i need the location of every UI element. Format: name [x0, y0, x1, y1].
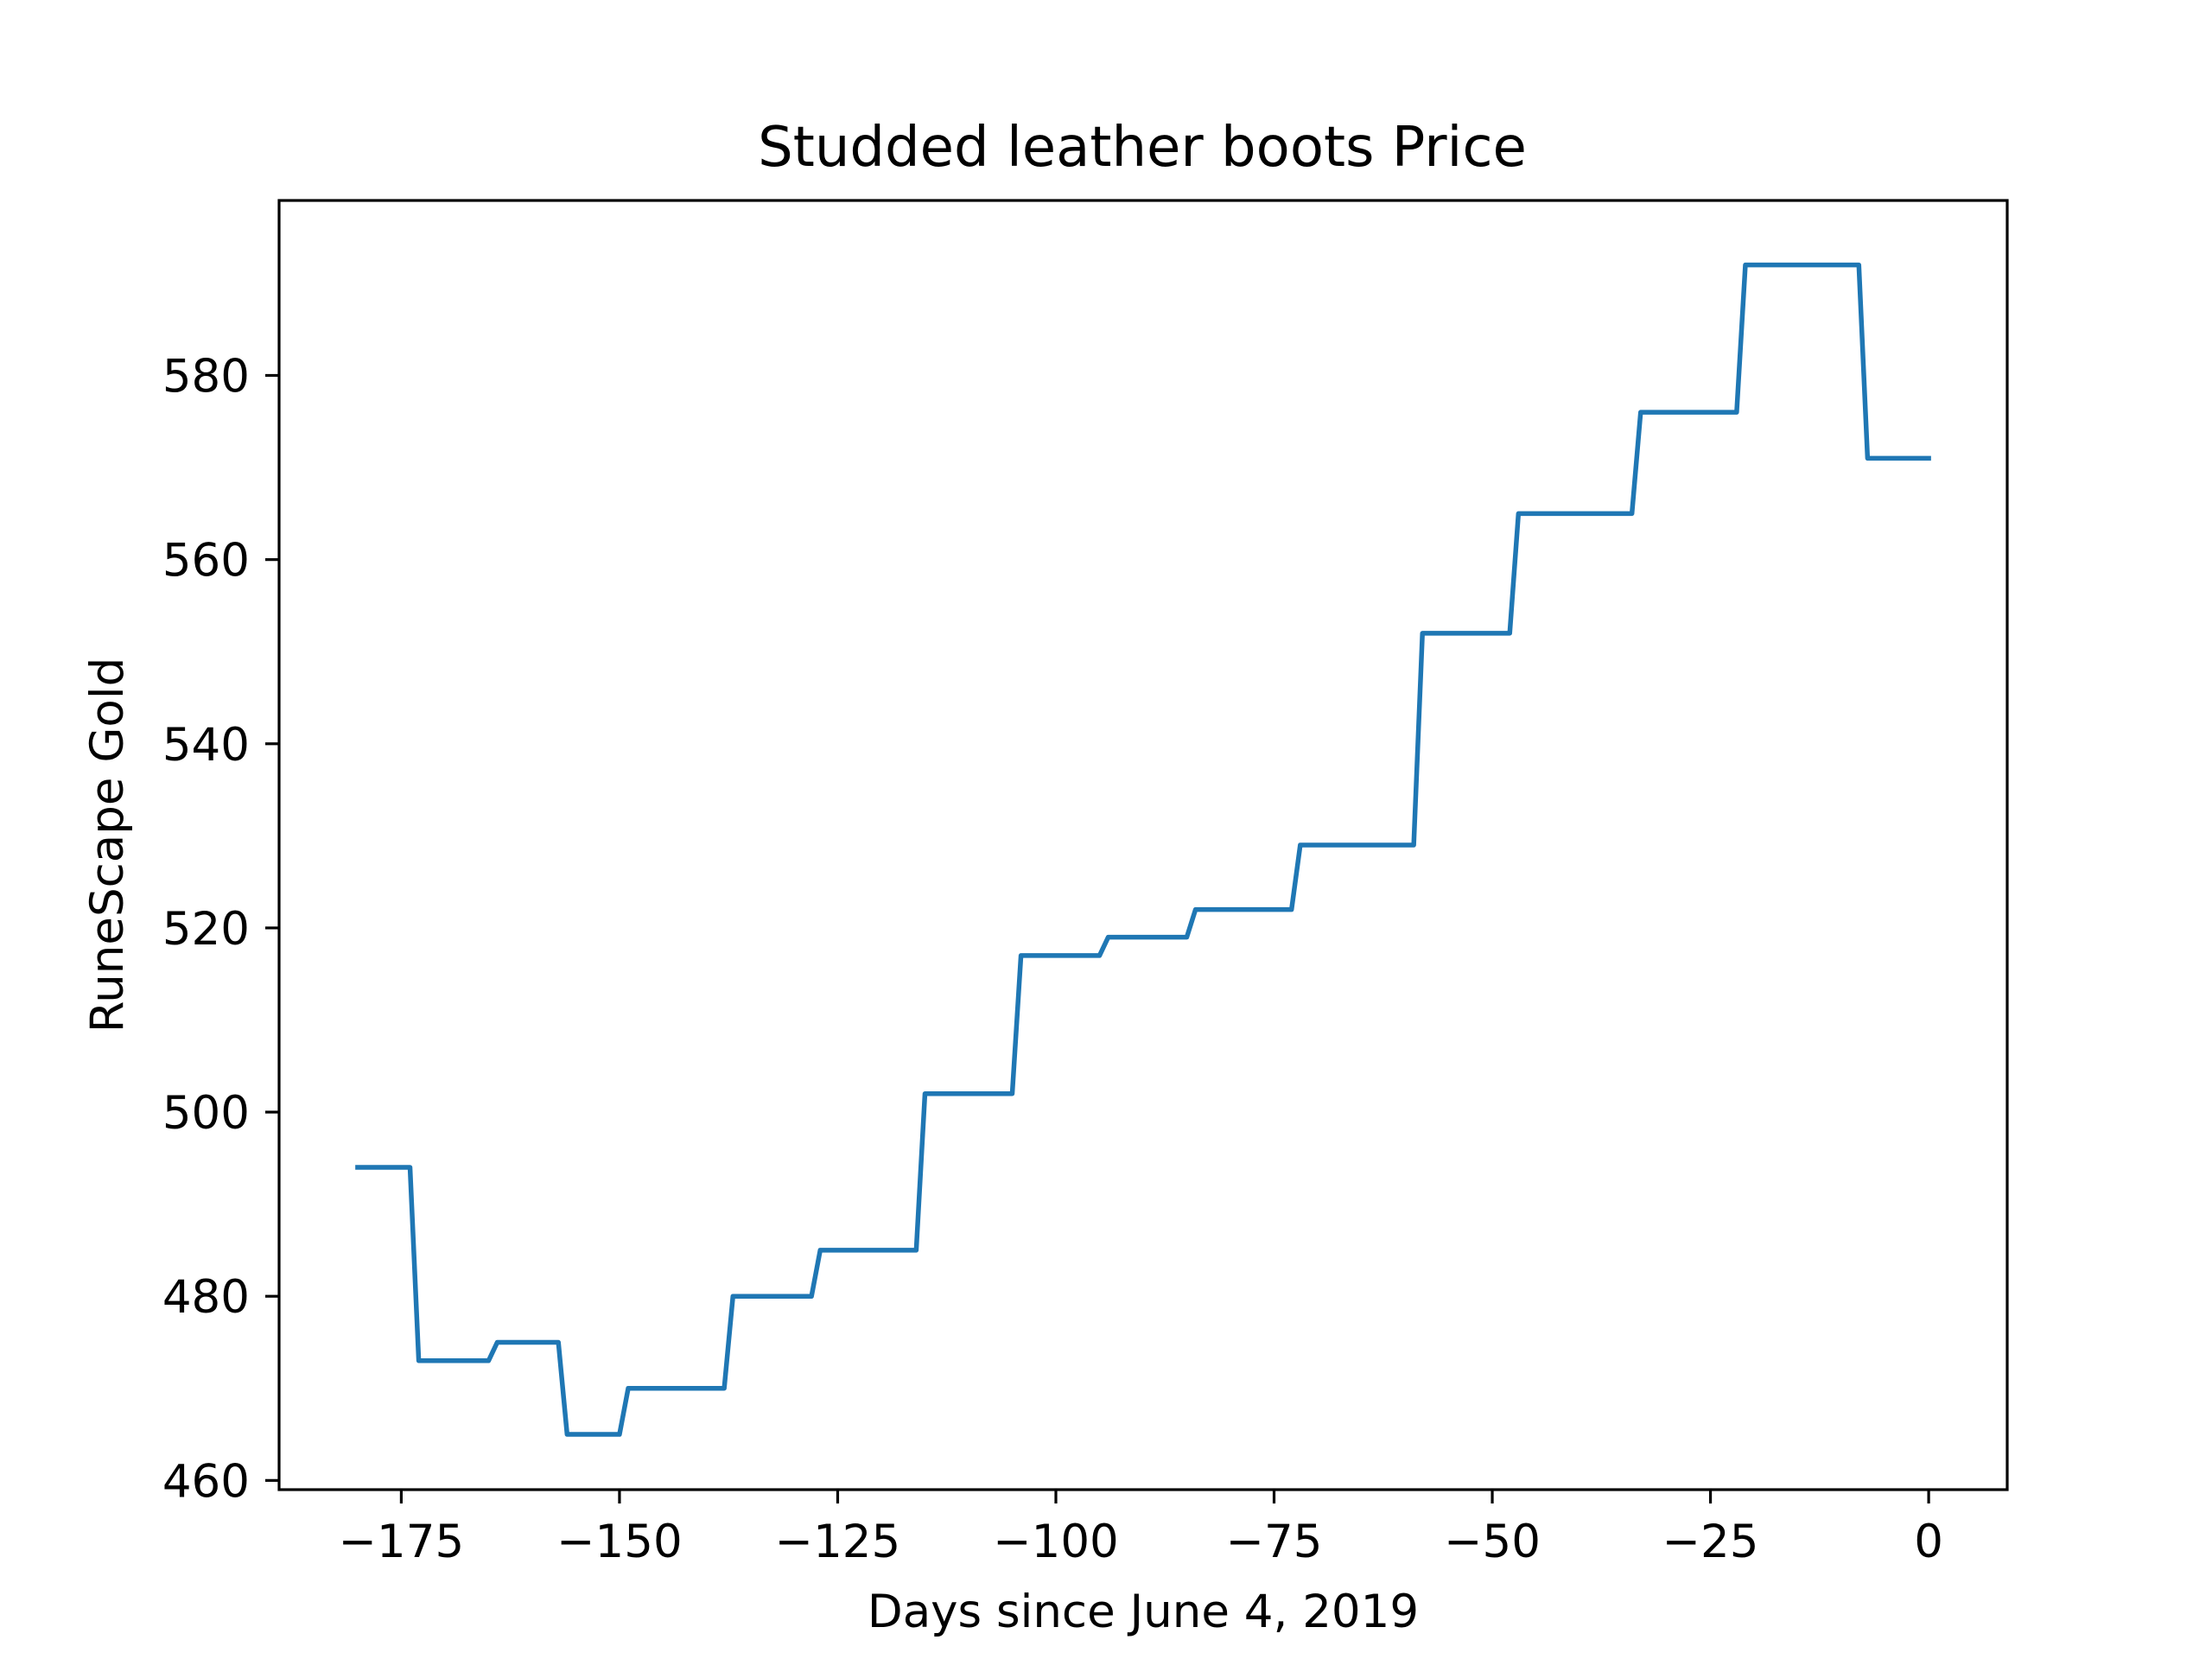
y-tick-label: 520	[162, 903, 250, 956]
y-tick-label: 540	[162, 719, 250, 772]
x-tick-label: −150	[556, 1516, 683, 1568]
y-tick-label: 580	[162, 350, 250, 403]
x-axis-label: Days since June 4, 2019	[868, 1586, 1419, 1638]
series-line-0	[355, 262, 1931, 1437]
x-tick-label: −25	[1662, 1516, 1759, 1568]
x-tick-label: 0	[1914, 1516, 1943, 1568]
x-axis: −175 −150 −125 −100 −75 −50 −25 0	[339, 1490, 1943, 1568]
y-axis: 460 480 500 520 540 560 580	[162, 350, 279, 1508]
y-axis-label: RuneScape Gold	[81, 658, 134, 1033]
chart-title: Studded leather boots Price	[758, 116, 1527, 180]
x-tick-label: −125	[775, 1516, 901, 1568]
x-tick-label: −100	[993, 1516, 1119, 1568]
axes-frame	[277, 199, 2009, 1491]
plot-area	[355, 262, 1931, 1437]
x-tick-label: −75	[1226, 1516, 1323, 1568]
x-tick-label: −175	[339, 1516, 465, 1568]
y-tick-label: 500	[162, 1087, 250, 1140]
y-tick-label: 560	[162, 535, 250, 588]
y-tick-label: 480	[162, 1271, 250, 1324]
y-tick-label: 460	[162, 1455, 250, 1508]
x-tick-label: −50	[1444, 1516, 1541, 1568]
